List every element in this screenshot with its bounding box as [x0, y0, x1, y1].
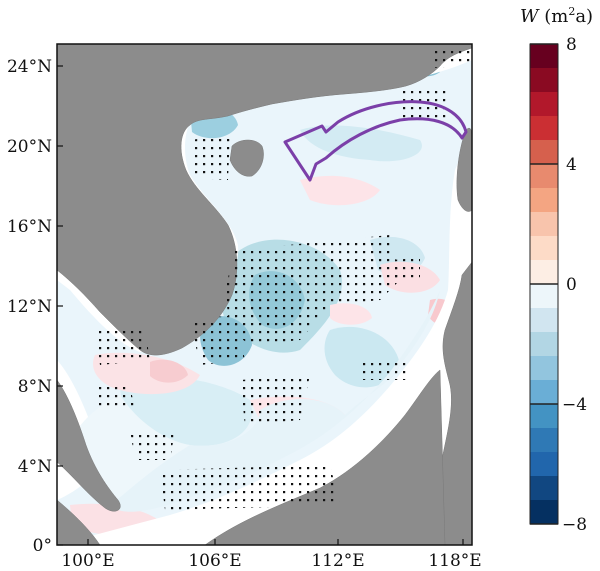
colorbar-swatch [530, 212, 558, 237]
map-panel [57, 44, 472, 545]
colorbar-swatch [530, 92, 558, 117]
lat-label: 16°N [7, 217, 52, 237]
map-frame [56, 43, 473, 546]
lon-label: 112°E [311, 551, 364, 571]
colorbar-tick-label: 0 [566, 275, 577, 295]
colorbar-swatch [530, 452, 558, 477]
colorbar-swatch [530, 188, 558, 213]
colorbar-swatch [530, 260, 558, 285]
colorbar-swatch [530, 284, 558, 309]
land-hainan [229, 139, 264, 177]
significance-stipple-layer [95, 48, 470, 510]
colorbar-ticks [530, 43, 558, 525]
colorbar-title-sup: 2 [568, 5, 575, 18]
latitude-labels: 24°N 20°N 16°N 12°N 8°N 4°N 0° [7, 57, 52, 556]
land-layer [57, 44, 472, 545]
colorbar-swatch [530, 140, 558, 165]
lat-label: 4°N [18, 457, 52, 477]
colorbar-tick-label: −8 [562, 515, 587, 535]
colorbar-tick-label: 8 [566, 35, 577, 55]
coastal-white-band-2 [57, 130, 472, 545]
colorbar-title-unit-close: a) [575, 6, 593, 27]
colorbar: W (m2a) 8 4 0 −4 −8 [520, 5, 593, 535]
lat-label: 20°N [7, 137, 52, 157]
colorbar-swatch [530, 356, 558, 381]
lat-label: 12°N [7, 297, 52, 317]
colorbar-swatch [530, 116, 558, 141]
lon-label: 106°E [188, 551, 241, 571]
axis-ticks [57, 65, 464, 546]
colorbar-swatch [530, 164, 558, 189]
colorbar-title-var: W [520, 6, 540, 27]
colorbar-swatches [530, 44, 558, 525]
lon-label: 100°E [61, 551, 114, 571]
colorbar-swatch [530, 404, 558, 429]
lat-label: 24°N [7, 57, 52, 77]
sea-interior [107, 290, 441, 512]
colorbar-tick-label: 4 [566, 155, 577, 175]
colorbar-swatch [530, 236, 558, 261]
land-borneo [204, 369, 446, 545]
colorbar-swatch [530, 68, 558, 93]
colorbar-title-unit: (m [539, 6, 569, 27]
colorbar-swatch [530, 380, 558, 405]
land-sumatra [57, 499, 101, 545]
lon-label: 118°E [428, 551, 481, 571]
colorbar-swatch [530, 500, 558, 525]
land-malay-peninsula [57, 379, 121, 512]
flow-arrow-annotation [283, 100, 468, 182]
lat-label: 8°N [18, 377, 52, 397]
colorbar-title: W (m2a) [520, 5, 593, 27]
colorbar-tick-label: −4 [562, 395, 587, 415]
colorbar-swatch [530, 308, 558, 333]
colorbar-swatch [530, 44, 558, 69]
colorbar-swatch [530, 476, 558, 501]
colorbar-swatch [530, 428, 558, 453]
longitude-labels: 100°E 106°E 112°E 118°E [61, 551, 481, 571]
land-taiwan [456, 127, 472, 212]
colorbar-swatch [530, 332, 558, 357]
lat-label: 0° [33, 536, 52, 556]
